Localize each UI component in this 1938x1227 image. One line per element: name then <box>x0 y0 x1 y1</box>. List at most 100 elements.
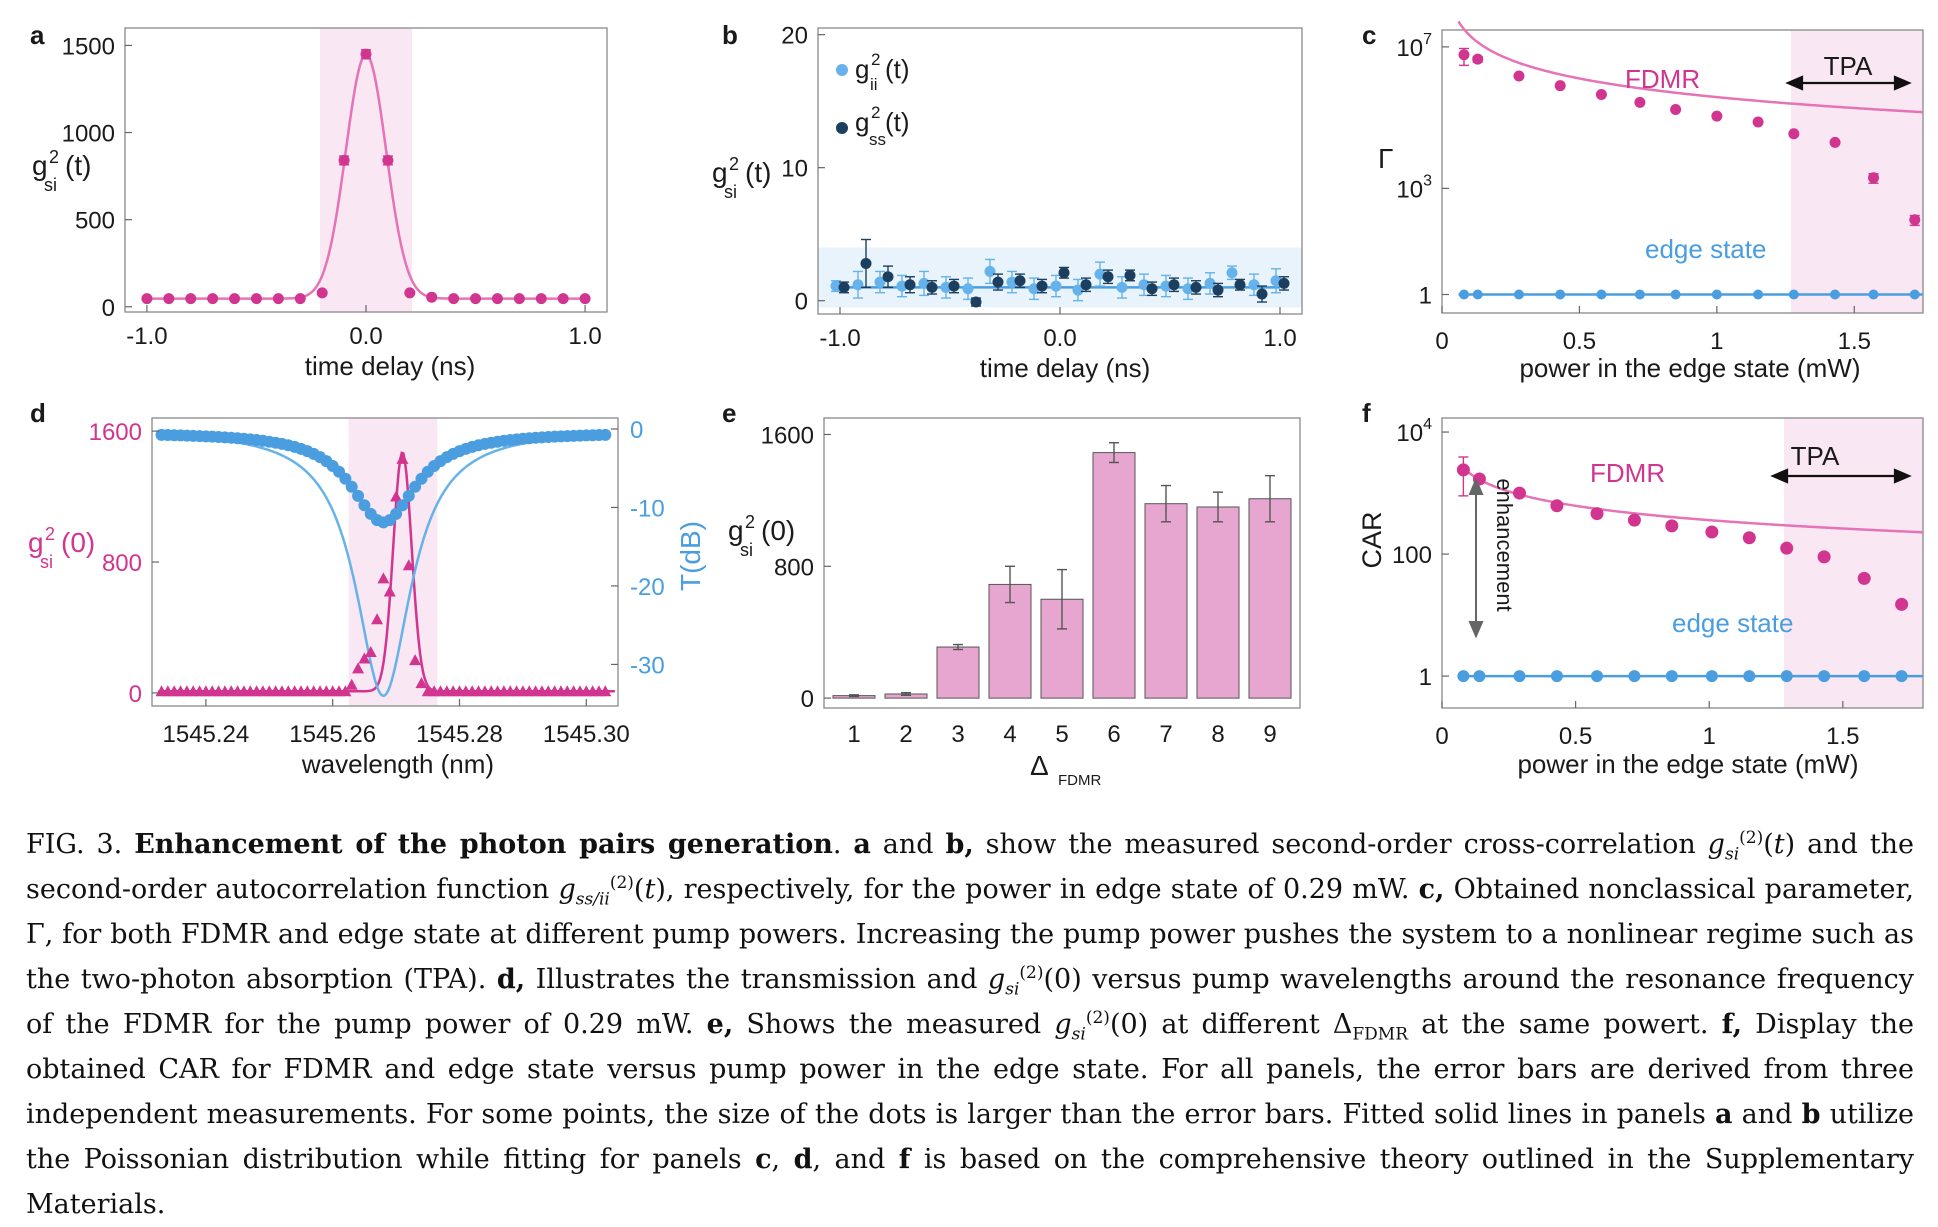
annotation-edge-state: edge state <box>1645 234 1766 264</box>
panel-label-e: e <box>722 398 736 428</box>
panel-label-d: d <box>30 398 46 428</box>
data-point <box>1555 289 1566 300</box>
data-point <box>1226 267 1238 279</box>
svg-text:(t): (t) <box>885 54 910 84</box>
x-tick-label: 0 <box>1435 723 1448 750</box>
annotation-fdmr: FDMR <box>1625 64 1700 94</box>
data-point <box>882 271 894 283</box>
data-point <box>448 293 460 305</box>
svg-text:FDMR: FDMR <box>1058 772 1101 789</box>
data-point <box>1458 49 1470 61</box>
y-tick-label-right: -30 <box>630 652 665 679</box>
y-axis-label: CAR <box>1357 511 1387 568</box>
legend-label-gss: g 2 ss(t) <box>855 103 910 149</box>
data-point <box>1753 289 1764 300</box>
data-point <box>992 276 1004 288</box>
data-point-triangle <box>371 613 384 625</box>
data-point <box>1868 172 1880 184</box>
data-point <box>838 281 850 293</box>
data-point <box>1868 289 1879 300</box>
y-tick-label: 1600 <box>761 422 814 449</box>
svg-text:si: si <box>44 175 57 195</box>
svg-text:g: g <box>32 150 48 181</box>
panel-label-f: f <box>1362 398 1371 428</box>
data-point-transmission <box>390 507 403 520</box>
data-point <box>1817 550 1831 564</box>
data-point <box>513 293 525 305</box>
data-point <box>1818 670 1831 683</box>
bar <box>1248 498 1292 699</box>
data-point-transmission <box>352 489 365 502</box>
data-point <box>1743 670 1756 683</box>
x-tick-label: 1.5 <box>1826 723 1859 750</box>
data-point <box>1670 103 1682 115</box>
data-point-triangle <box>396 452 409 464</box>
data-point <box>426 291 438 303</box>
data-point-transmission <box>402 489 415 502</box>
plot-frame <box>1441 417 1924 709</box>
data-point <box>1909 289 1920 300</box>
data-point <box>1058 267 1070 279</box>
y-tick-label: 0 <box>102 295 115 322</box>
data-point-triangle <box>352 662 365 674</box>
data-point <box>1780 541 1794 555</box>
data-point-triangle <box>402 559 415 571</box>
svg-text:2: 2 <box>871 50 880 69</box>
panel-d: d 1545.24 1545.26 1545.28 1545.30 0 800 1600 0 -… <box>28 398 706 779</box>
y-axis-label: g 2 si (0) <box>728 512 795 560</box>
x-tick-label: 1.0 <box>568 323 601 350</box>
svg-text:(t): (t) <box>885 107 910 137</box>
y-tick-label: 0 <box>801 686 814 713</box>
x-tick-label: 1545.24 <box>163 721 250 748</box>
data-point <box>1146 283 1158 295</box>
x-tick-label: 1.5 <box>1838 328 1871 355</box>
data-point-transmission <box>345 480 358 493</box>
data-point-triangle <box>390 490 403 502</box>
data-point <box>860 257 872 269</box>
data-point <box>1124 269 1136 281</box>
x-axis-label: time delay (ns) <box>980 353 1151 383</box>
data-point <box>948 280 960 292</box>
data-point <box>852 279 864 291</box>
annotation-edge-state: edge state <box>1672 608 1793 638</box>
y-tick-label: 1 <box>1419 283 1432 310</box>
data-point <box>1472 53 1484 65</box>
x-axis-label: power in the edge state (mW) <box>1517 749 1858 779</box>
data-point <box>874 276 886 288</box>
data-point <box>1858 670 1871 683</box>
data-point <box>557 293 569 305</box>
x-tick-label: 1545.26 <box>289 721 376 748</box>
data-point <box>535 293 547 305</box>
data-point <box>316 287 328 299</box>
data-point <box>1665 519 1679 533</box>
svg-text:si: si <box>40 552 53 572</box>
svg-text:2: 2 <box>729 154 739 174</box>
data-point <box>491 293 503 305</box>
data-point <box>1830 289 1841 300</box>
svg-text:g: g <box>855 54 869 84</box>
plot-frame <box>1441 29 1924 314</box>
panel-label-a: a <box>30 20 45 50</box>
y-tick-label: 103 <box>1396 172 1432 203</box>
data-point-triangle <box>345 678 358 690</box>
x-tick-label: 0 <box>1435 328 1448 355</box>
data-point <box>1895 670 1908 683</box>
data-point <box>470 293 482 305</box>
x-tick-label: -1.0 <box>126 323 167 350</box>
data-point <box>1512 486 1526 500</box>
x-tick-label: 9 <box>1263 721 1276 748</box>
x-axis-label: Δ FDMR <box>1030 750 1101 789</box>
data-point <box>1705 525 1719 539</box>
annotation-enhancement: enhancement <box>1492 478 1517 611</box>
panel-a: a -1.0 0.0 1.0 0 500 1000 1500 time delay (ns)… <box>30 20 608 381</box>
enhancement-arrow <box>1468 477 1484 639</box>
y-tick-label: 0 <box>129 681 142 708</box>
data-point <box>338 154 350 166</box>
bar <box>1092 452 1136 699</box>
data-point <box>1473 670 1486 683</box>
data-point <box>1256 288 1268 300</box>
svg-text:(t): (t) <box>65 150 91 181</box>
x-tick-label: 0.5 <box>1559 723 1592 750</box>
x-axis-label: wavelength (nm) <box>301 749 494 779</box>
